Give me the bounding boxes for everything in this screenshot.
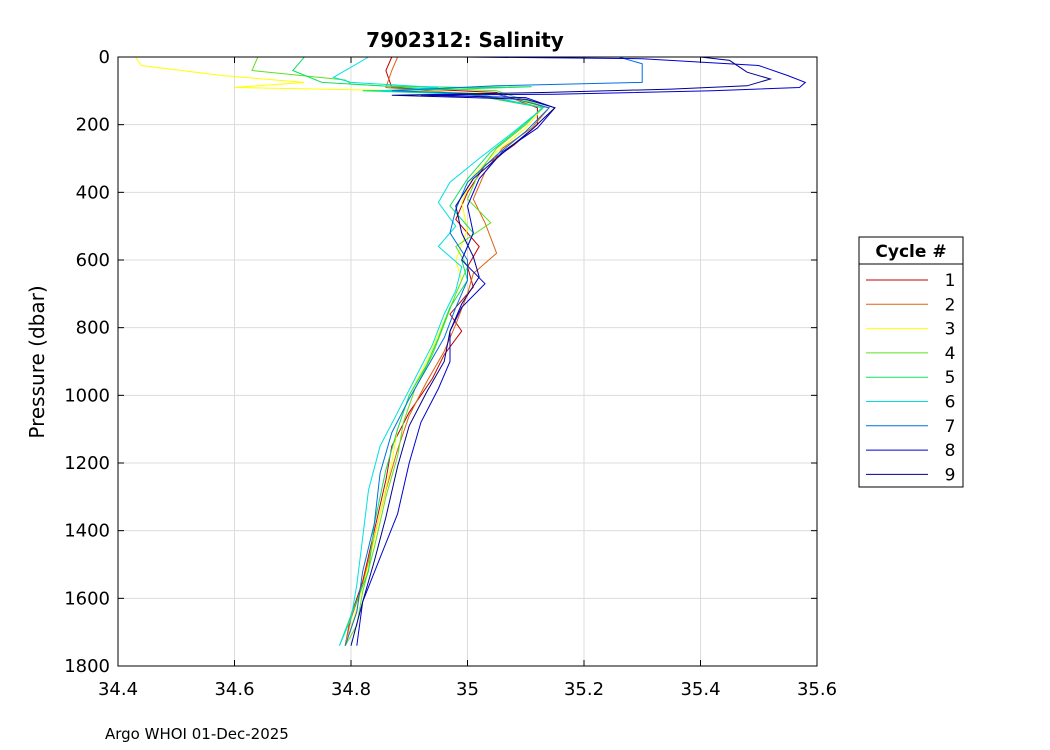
x-tick-label: 34.8 — [331, 679, 371, 700]
x-tick-label: 34.6 — [214, 679, 254, 700]
legend-label-cycle-1: 1 — [945, 271, 956, 291]
legend-title: Cycle # — [875, 242, 946, 262]
legend-label-cycle-4: 4 — [945, 344, 956, 364]
legend-label-cycle-8: 8 — [945, 441, 956, 461]
legend-label-cycle-2: 2 — [945, 295, 956, 315]
y-tick-label: 800 — [76, 318, 110, 339]
series-line-cycle-4 — [251, 56, 545, 646]
series-line-cycle-5 — [291, 56, 545, 646]
y-axis-ticks: 0 200 400 600 800 1000 1200 1400 1600 1800 — [64, 47, 817, 677]
legend-box — [858, 236, 964, 488]
grid-lines — [117, 56, 818, 667]
y-tick-label: 1800 — [64, 656, 110, 677]
legend-label-cycle-9: 9 — [945, 465, 956, 485]
x-tick-label: 35.2 — [564, 679, 604, 700]
series-line-cycle-8 — [356, 56, 807, 646]
legend-label-cycle-3: 3 — [945, 320, 956, 340]
x-axis-ticks: 34.4 34.6 34.8 35 35.2 35.4 35.6 — [98, 57, 837, 700]
x-tick-label: 35 — [456, 679, 479, 700]
x-tick-label: 34.4 — [98, 679, 138, 700]
legend: Cycle # 1 2 3 4 5 6 7 8 9 — [858, 236, 964, 488]
series-lines — [135, 56, 807, 646]
y-tick-label: 1600 — [64, 588, 110, 609]
series-line-cycle-7 — [344, 56, 643, 646]
y-tick-label: 0 — [99, 47, 110, 68]
series-line-cycle-3 — [135, 56, 545, 646]
y-tick-label: 400 — [76, 182, 110, 203]
y-axis-label: Pressure (dbar) — [25, 285, 49, 438]
series-line-cycle-9 — [350, 56, 773, 646]
legend-label-cycle-5: 5 — [945, 368, 956, 388]
y-tick-label: 1200 — [64, 453, 110, 474]
footer-credit: Argo WHOI 01-Dec-2025 — [105, 725, 289, 743]
y-tick-label: 1000 — [64, 385, 110, 406]
legend-label-cycle-6: 6 — [945, 393, 956, 413]
y-tick-label: 200 — [76, 115, 110, 136]
x-tick-label: 35.4 — [680, 679, 720, 700]
series-line-cycle-6 — [332, 56, 545, 646]
y-tick-label: 1400 — [64, 521, 110, 542]
x-tick-label: 35.6 — [797, 679, 837, 700]
legend-items: 1 2 3 4 5 6 7 8 9 — [866, 271, 955, 485]
chart-title: 7902312: Salinity — [366, 28, 564, 52]
y-tick-label: 600 — [76, 250, 110, 271]
legend-label-cycle-7: 7 — [945, 417, 956, 437]
